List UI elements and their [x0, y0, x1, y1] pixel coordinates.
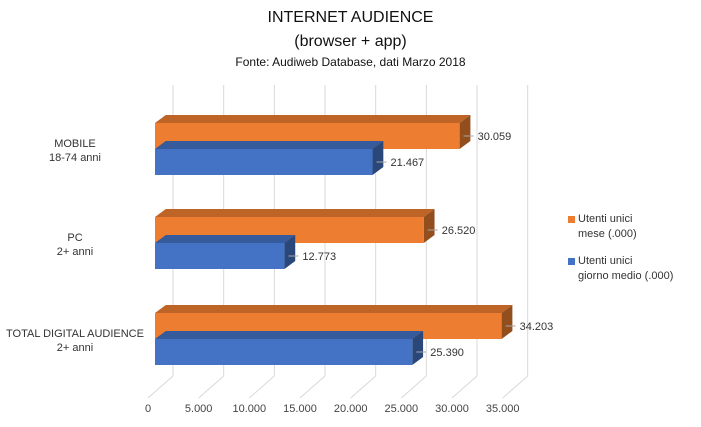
category-label-2-line2: 2+ anni	[57, 342, 93, 354]
bar-side-0-0	[459, 115, 471, 149]
category-label-1-line1: PC	[67, 232, 82, 244]
bar-side-1-0	[372, 141, 384, 175]
bars	[155, 115, 513, 365]
bar-top-0-0	[155, 115, 471, 123]
category-label-0-line2: 18-74 anni	[49, 152, 101, 164]
bar-top-1-1	[155, 235, 296, 243]
gridline-floor-1	[198, 375, 224, 399]
gridline-floor-4	[350, 375, 376, 399]
bar-side-1-2	[412, 331, 424, 365]
category-label-1-line2: 2+ anni	[57, 246, 93, 258]
gridline-floor-2	[249, 375, 275, 399]
bar-side-0-1	[423, 209, 435, 243]
legend-label-monthly-line2: mese (.000)	[578, 228, 637, 240]
legend-label-daily: Utenti unici giorno medio (.000)	[578, 254, 701, 284]
legend-label-monthly: Utenti unici mese (.000)	[578, 212, 701, 242]
bar-1-0	[155, 149, 373, 175]
data-label-0-1: 26.520	[442, 225, 476, 237]
legend-label-daily-line2: giorno medio (.000)	[578, 270, 674, 282]
bar-side-1-1	[284, 235, 296, 269]
gridline-floor-7	[502, 375, 528, 399]
x-tick-label-4: 20.000	[334, 403, 368, 415]
legend-label-daily-line1: Utenti unici	[578, 255, 633, 267]
gridline-floor-3	[299, 375, 326, 399]
legend-swatch-monthly	[568, 216, 575, 223]
bar-side-0-2	[501, 305, 513, 339]
data-label-0-0: 30.059	[478, 131, 512, 143]
legend-label-monthly-line1: Utenti unici	[578, 213, 633, 225]
data-label-1-0: 21.467	[391, 157, 425, 169]
bar-top-1-0	[155, 141, 384, 149]
data-labels: 30.059 21.467 26.520 12.773 34.203 25.390	[288, 131, 553, 359]
legend-swatch-daily	[568, 258, 575, 265]
bar-1-2	[155, 339, 413, 365]
x-tick-label-3: 15.000	[283, 403, 317, 415]
x-tick-label-1: 5.000	[185, 403, 213, 415]
category-labels: MOBILE 18-74 anni PC 2+ anni TOTAL DIGITAL A…	[6, 138, 144, 354]
chart-subtitle: (browser + app)	[294, 33, 407, 50]
x-tick-label-6: 30.000	[435, 403, 469, 415]
x-tick-label-2: 10.000	[233, 403, 267, 415]
chart-title: INTERNET AUDIENCE	[267, 9, 434, 26]
x-tick-label-5: 25.000	[385, 403, 419, 415]
category-label-0-line1: MOBILE	[54, 138, 96, 150]
data-label-1-2: 25.390	[430, 347, 464, 359]
chart-source: Fonte: Audiweb Database, dati Marzo 2018	[235, 55, 466, 69]
bar-1-1	[155, 243, 285, 269]
x-tick-label-7: 35.000	[486, 403, 520, 415]
bar-top-0-2	[155, 305, 513, 313]
category-label-2-line1: TOTAL DIGITAL AUDIENCE	[6, 328, 144, 340]
bar-top-0-1	[155, 209, 435, 217]
gridline-floor-5	[401, 375, 427, 399]
bar-top-1-2	[155, 331, 424, 339]
x-axis-ticks: 0 5.000 10.000 15.000 20.000 25.000 30.000 35.0…	[145, 403, 520, 415]
gridline-floor-0	[147, 375, 174, 399]
data-label-1-1: 12.773	[302, 251, 336, 263]
data-label-0-2: 34.203	[520, 321, 554, 333]
x-tick-label-0: 0	[145, 403, 151, 415]
gridline-floor-6	[451, 375, 478, 399]
